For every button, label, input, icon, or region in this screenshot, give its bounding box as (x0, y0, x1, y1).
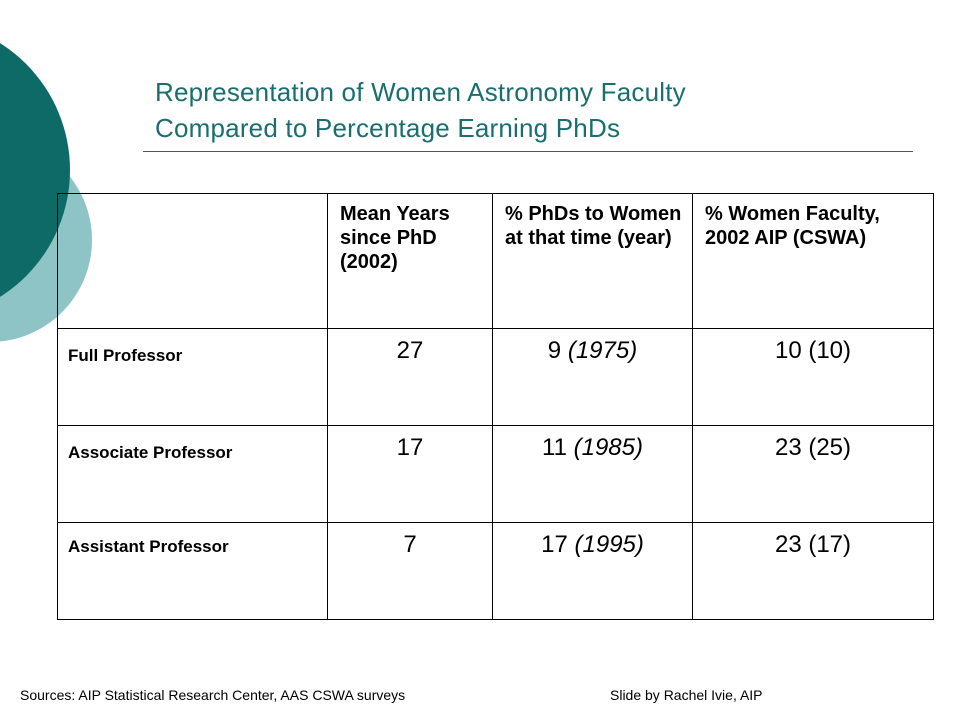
table-header-row: Mean Years since PhD (2002) % PhDs to Wo… (57, 193, 934, 329)
table-row-associate-professor: Associate Professor 17 11 (1985) 23 (25) (57, 425, 934, 523)
phd-year: (1995) (574, 531, 644, 558)
dark-teal-circle (0, 43, 70, 297)
phd-pct-cell: 9 (1975) (492, 328, 693, 426)
mean-years-value: 27 (396, 337, 424, 364)
mean-years-cell: 27 (327, 328, 493, 426)
table-row-full-professor: Full Professor 27 9 (1975) 10 (10) (57, 328, 934, 426)
header-label: Mean Years since PhD (2002) (340, 203, 450, 273)
table-row-assistant-professor: Assistant Professor 7 17 (1995) 23 (17) (57, 522, 934, 620)
faculty-pct-cell: 23 (25) (692, 425, 934, 523)
phd-pct-number: 17 (541, 531, 568, 558)
mean-years-value: 17 (396, 434, 424, 461)
header-cell-empty (57, 193, 328, 329)
header-label: % Women Faculty, 2002 AIP (CSWA) (705, 203, 880, 249)
header-cell-mean-years: Mean Years since PhD (2002) (327, 193, 493, 329)
footer-sources: Sources: AIP Statistical Research Center… (20, 687, 406, 703)
faculty-pct-cell: 23 (17) (692, 522, 934, 620)
faculty-pct-cell: 10 (10) (692, 328, 934, 426)
phd-pct-value: 9 (1975) (494, 330, 692, 366)
row-label-cell: Full Professor (57, 328, 328, 426)
row-label: Associate Professor (68, 443, 233, 462)
row-label: Full Professor (68, 346, 183, 365)
title-line-2: Compared to Percentage Earning PhDs (155, 113, 621, 143)
mean-years-value: 7 (403, 531, 417, 558)
title-underline (143, 151, 913, 152)
header-cell-faculty-pct: % Women Faculty, 2002 AIP (CSWA) (692, 193, 934, 329)
faculty-table: Mean Years since PhD (2002) % PhDs to Wo… (57, 193, 934, 620)
phd-pct-value: 11 (1985) (494, 427, 692, 463)
phd-year: (1975) (567, 337, 638, 364)
row-label-cell: Assistant Professor (57, 522, 328, 620)
phd-year: (1985) (573, 434, 643, 461)
faculty-pct-value: 23 (17) (774, 531, 852, 558)
title-line-1: Representation of Women Astronomy Facult… (155, 77, 686, 107)
phd-pct-cell: 17 (1995) (492, 522, 693, 620)
slide-title: Representation of Women Astronomy Facult… (155, 74, 915, 146)
row-label-cell: Associate Professor (57, 425, 328, 523)
phd-pct-cell: 11 (1985) (492, 425, 693, 523)
phd-pct-value: 17 (1995) (494, 524, 692, 560)
header-label: % PhDs to Women at that time (year) (505, 203, 682, 249)
faculty-pct-value: 23 (25) (774, 434, 852, 461)
row-label: Assistant Professor (68, 537, 229, 556)
phd-pct-number: 9 (547, 337, 562, 364)
mean-years-cell: 7 (327, 522, 493, 620)
header-cell-phd-pct: % PhDs to Women at that time (year) (492, 193, 693, 329)
faculty-pct-value: 10 (10) (774, 337, 852, 364)
phd-pct-number: 11 (542, 434, 567, 461)
footer-credit: Slide by Rachel Ivie, AIP (610, 687, 763, 703)
header-label (59, 195, 327, 203)
mean-years-cell: 17 (327, 425, 493, 523)
